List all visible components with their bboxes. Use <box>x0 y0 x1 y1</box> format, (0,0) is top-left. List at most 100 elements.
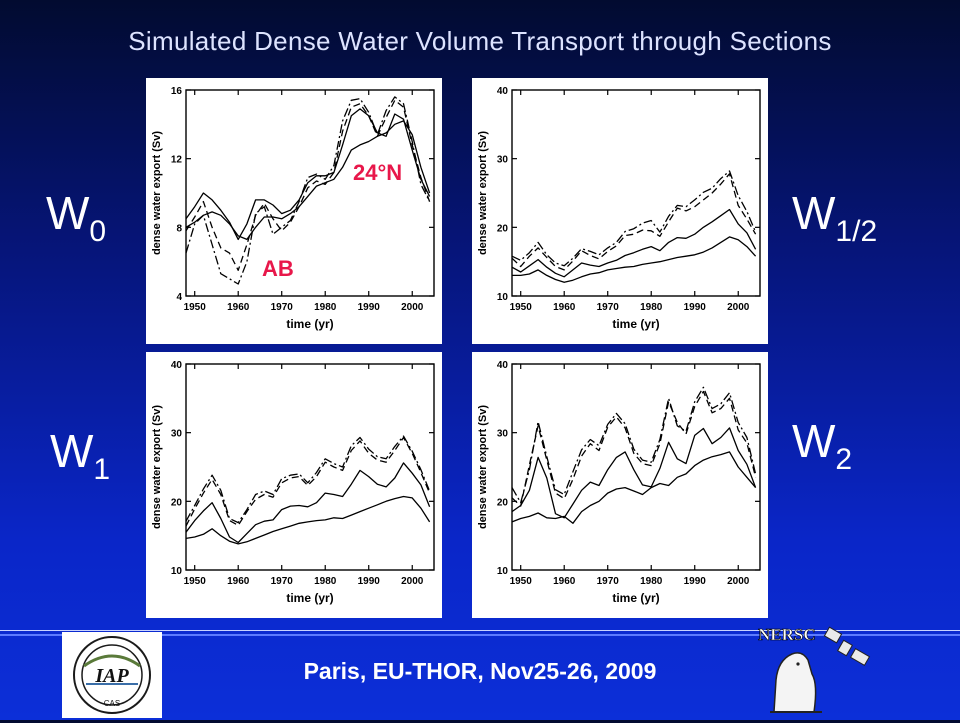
footer-divider <box>0 630 960 631</box>
series-line-4 <box>511 170 757 267</box>
panel-label-main: W <box>46 187 90 239</box>
x-tick-label: 1960 <box>227 576 250 587</box>
plot-frame <box>511 89 761 297</box>
chart-svg-w0: 4 8 12 16 1950 1960 1970 1980 1990 2000 time (yr) d… <box>151 86 435 331</box>
x-tick-label: 1980 <box>314 576 337 587</box>
series-line-3 <box>185 436 431 527</box>
y-tick-label: 4 <box>176 292 182 303</box>
x-axis-label: time (yr) <box>286 591 333 605</box>
x-tick-label: 1970 <box>271 576 294 587</box>
chart-panel-w0: 4 8 12 16 1950 1960 1970 1980 1990 2000 time (yr) d… <box>146 78 442 344</box>
x-axis-label: time (yr) <box>612 317 659 331</box>
x-tick-label: 1970 <box>597 576 620 587</box>
chart-panel-w1: 10 20 30 40 1950 1960 1970 1980 1990 2000 time (yr… <box>146 352 442 618</box>
y-tick-label: 20 <box>497 223 509 234</box>
x-tick-label: 1950 <box>184 302 207 313</box>
footer-text: Paris, EU-THOR, Nov25-26, 2009 <box>303 658 657 684</box>
y-tick-label: 30 <box>497 429 509 440</box>
slide-title: Simulated Dense Water Volume Transport t… <box>128 26 832 56</box>
panel-label-w1: W1 <box>50 428 110 485</box>
cas-logo-text: CAS <box>104 699 120 708</box>
chart-panel-w12: 10 20 30 40 1950 1960 1970 1980 1990 2000 time (yr… <box>472 78 768 344</box>
panel-label-sub: 2 <box>835 443 853 476</box>
panel-label-w12: W1/2 <box>792 190 877 247</box>
x-tick-label: 1960 <box>553 302 576 313</box>
panel-label-main: W <box>792 415 836 467</box>
chart-panel-w2: 10 20 30 40 1950 1960 1970 1980 1990 2000 time (yr… <box>472 352 768 618</box>
chart-svg-w12: 10 20 30 40 1950 1960 1970 1980 1990 2000 time (yr… <box>477 86 761 331</box>
x-tick-label: 1990 <box>358 302 381 313</box>
plot-frame <box>511 363 761 571</box>
series-line-3 <box>511 173 757 271</box>
series-line-2 <box>185 462 431 544</box>
x-axis-label: time (yr) <box>286 317 333 331</box>
x-tick-label: 1950 <box>184 576 207 587</box>
x-tick-label: 1950 <box>510 302 533 313</box>
y-tick-label: 20 <box>171 497 183 508</box>
nersc-logo: NERSC <box>752 620 878 718</box>
nersc-logo-text: NERSC <box>758 625 816 644</box>
panel-label-sub: 1 <box>93 453 111 486</box>
series-line-3 <box>185 99 431 271</box>
y-axis-label: dense water export (Sv) <box>151 405 163 529</box>
x-tick-label: 1990 <box>684 576 707 587</box>
series-line-2 <box>511 427 757 519</box>
panel-label-w0: W0 <box>46 190 106 247</box>
y-tick-label: 40 <box>497 86 509 97</box>
panel-label-sub: 0 <box>89 215 107 248</box>
x-tick-label: 1980 <box>640 302 663 313</box>
x-tick-label: 1950 <box>510 576 533 587</box>
y-tick-label: 30 <box>497 155 509 166</box>
y-tick-label: 8 <box>176 223 182 234</box>
panel-label-main: W <box>792 187 836 239</box>
annotation-24n: 24°N <box>353 160 402 185</box>
x-tick-label: 2000 <box>727 302 750 313</box>
y-axis-label: dense water export (Sv) <box>477 405 489 529</box>
y-tick-label: 10 <box>497 292 509 303</box>
x-tick-label: 1980 <box>314 302 337 313</box>
y-tick-label: 40 <box>497 360 509 371</box>
y-tick-label: 12 <box>171 155 183 166</box>
series-line-3 <box>511 390 757 507</box>
y-tick-label: 40 <box>171 360 183 371</box>
y-axis-label: dense water export (Sv) <box>477 131 489 255</box>
iap-logo-text: IAP <box>94 665 129 687</box>
y-tick-label: 10 <box>171 566 183 577</box>
polar-bear-icon <box>770 652 822 713</box>
series-line-2 <box>511 208 757 278</box>
y-tick-label: 16 <box>171 86 183 97</box>
y-axis-label: dense water export (Sv) <box>151 131 163 255</box>
plot-frame <box>185 89 435 297</box>
y-tick-label: 30 <box>171 429 183 440</box>
series-line-4 <box>185 435 431 524</box>
x-tick-label: 1970 <box>597 302 620 313</box>
series-line-1 <box>185 495 431 545</box>
series-line-2 <box>185 108 431 241</box>
x-tick-label: 1990 <box>684 302 707 313</box>
footer-divider-accent <box>0 634 960 636</box>
x-tick-label: 1960 <box>553 576 576 587</box>
series-line-1 <box>512 236 757 283</box>
series-line-4 <box>185 96 431 285</box>
satellite-icon <box>823 626 871 667</box>
x-tick-label: 1970 <box>271 302 294 313</box>
x-tick-label: 2000 <box>401 576 424 587</box>
series-line-1 <box>511 451 757 524</box>
x-tick-label: 1990 <box>358 576 381 587</box>
x-axis-label: time (yr) <box>612 591 659 605</box>
plot-frame <box>185 363 435 571</box>
x-tick-label: 2000 <box>727 576 750 587</box>
y-tick-label: 10 <box>497 566 509 577</box>
x-tick-label: 1980 <box>640 576 663 587</box>
chart-svg-w2: 10 20 30 40 1950 1960 1970 1980 1990 2000 time (yr… <box>477 360 761 605</box>
y-tick-label: 20 <box>497 497 509 508</box>
x-tick-label: 2000 <box>401 302 424 313</box>
panel-label-w2: W2 <box>792 418 852 475</box>
panel-label-sub: 1/2 <box>835 215 878 248</box>
x-tick-label: 1960 <box>227 302 250 313</box>
series-line-4 <box>511 386 757 504</box>
chart-svg-w1: 10 20 30 40 1950 1960 1970 1980 1990 2000 time (yr… <box>151 360 435 605</box>
annotation-ab: AB <box>262 256 294 281</box>
iap-cas-logo: IAP CAS <box>62 632 162 718</box>
panel-label-main: W <box>50 425 94 477</box>
